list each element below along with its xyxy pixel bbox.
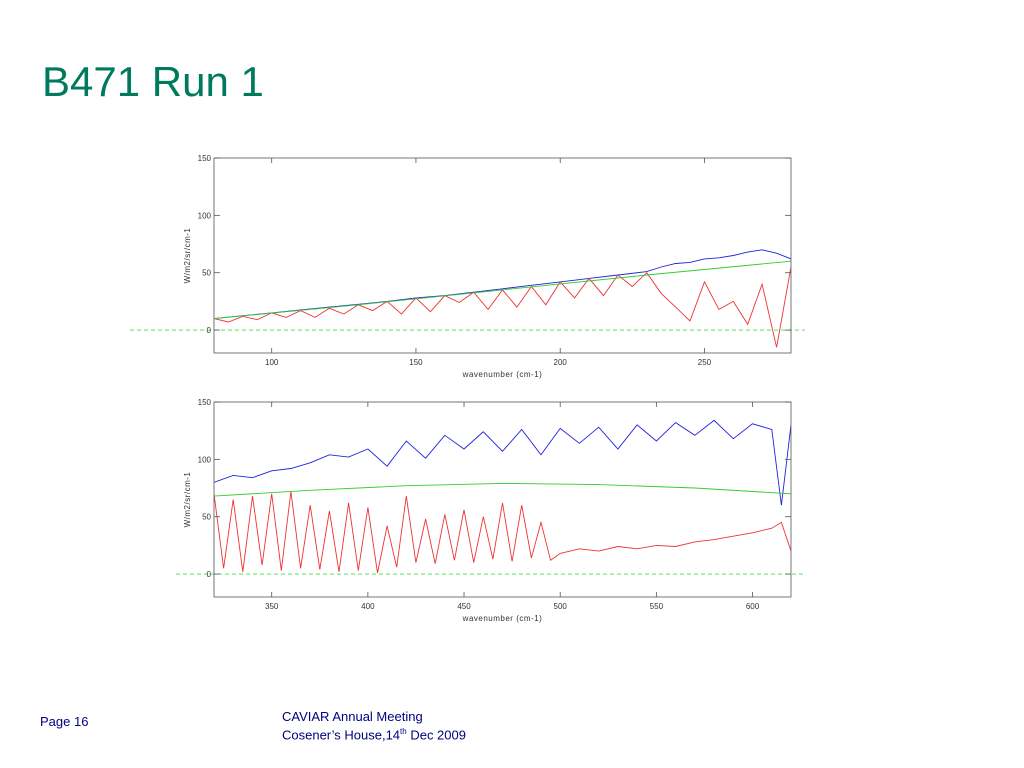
chart-0-series-1-line (214, 266, 791, 348)
chart-0-x-axis-label: wavenumber (cm-1) (462, 370, 543, 379)
chart-0-series-0-line (214, 249, 791, 320)
chart-1-plot-frame (213, 401, 792, 598)
chart-1-x-axis-label: wavenumber (cm-1) (462, 614, 543, 623)
chart-1-xtick-label-600: 600 (746, 602, 760, 611)
chart-1-y-axis-label: W/m2/sr/cm-1 (183, 472, 192, 528)
chart-1-ytick-label-100: 100 (198, 455, 212, 464)
footer-venue-line: Cosener’s House,14th Dec 2009 (282, 724, 466, 742)
chart-1-ytick-label-150: 150 (198, 398, 212, 407)
chart-0-plot-frame (213, 157, 792, 354)
chart-0-xtick-label-100: 100 (265, 358, 279, 367)
chart-1-xtick-label-350: 350 (265, 602, 279, 611)
chart-0-ytick-label-0: 0 (207, 326, 212, 335)
footer-page-number: Page 16 (40, 714, 89, 729)
chart-1-ytick-label-0: 0 (207, 570, 212, 579)
footer-meeting-line: CAVIAR Annual Meeting (282, 709, 423, 724)
footer-venue-suffix: Dec 2009 (406, 727, 466, 743)
footer-venue-sup: th (400, 727, 407, 736)
chart-0-ytick-label-100: 100 (198, 211, 212, 220)
chart-0-ytick-label-150: 150 (198, 154, 212, 163)
chart-0-y-axis-label: W/m2/sr/cm-1 (183, 228, 192, 284)
chart-1-series-1-line (214, 491, 791, 573)
chart-1-xtick-label-450: 450 (457, 602, 471, 611)
chart-1-xtick-label-550: 550 (650, 602, 664, 611)
footer-venue-prefix: Cosener’s House,14 (282, 727, 401, 743)
chart-1-xtick-label-500: 500 (554, 602, 568, 611)
slide-title: B471 Run 1 (42, 58, 264, 105)
chart-0-ytick-label-50: 50 (202, 269, 211, 278)
chart-1-series-0-line (214, 419, 791, 506)
footer-meeting-info: CAVIAR Annual Meeting Cosener’s House,14… (282, 709, 466, 742)
chart-1-xtick-label-400: 400 (361, 602, 375, 611)
chart-0-xtick-label-250: 250 (698, 358, 712, 367)
chart-top: 100 150 200 250 0 50 100 150 wavenumber (cm-1) W/… (130, 154, 805, 379)
chart-1-ytick-label-50: 50 (202, 513, 211, 522)
chart-0-series-2-line (214, 260, 791, 320)
chart-0-xtick-label-150: 150 (409, 358, 423, 367)
chart-0-xtick-label-200: 200 (554, 358, 568, 367)
chart-1-series-2-line (214, 482, 791, 497)
chart-bottom: 350 400 450 500 550 600 0 50 100 150 wavenumber (c… (176, 398, 805, 623)
